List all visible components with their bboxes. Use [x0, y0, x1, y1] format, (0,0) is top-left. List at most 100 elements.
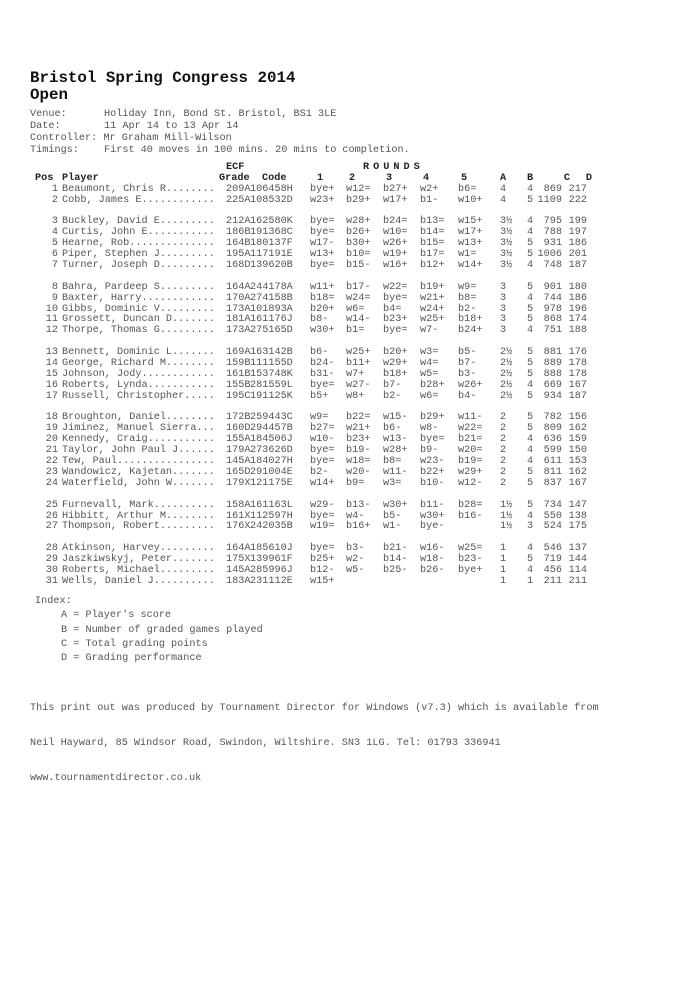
round-4-result: w30+: [420, 510, 445, 522]
grading-performance: 162: [568, 466, 587, 478]
index-item: B = Number of graded games played: [61, 624, 263, 636]
round-5-result: b5-: [458, 347, 477, 359]
round-2-result: w12=: [346, 183, 371, 195]
index-item: A = Player's score: [61, 610, 172, 622]
table-row: 25 Furnevall, Mark.......... 158A 161163L w2…: [0, 500, 680, 512]
graded-games: 4: [527, 510, 534, 522]
round-4-result: b10-: [420, 477, 445, 489]
graded-games: 5: [527, 368, 534, 380]
position: 12: [45, 325, 58, 337]
date-label: Date:: [30, 121, 61, 132]
table-row: 1 Beaumont, Chris R........ 209A 106458H bye…: [0, 183, 680, 196]
score: 3½: [500, 227, 513, 239]
round-2-result: w24=: [346, 292, 371, 304]
graded-games: 5: [527, 477, 534, 489]
position: 7: [51, 260, 58, 272]
ecf-code: 294457B: [250, 423, 293, 435]
round-2-result: w25+: [346, 347, 371, 359]
grading-points: 599: [543, 445, 562, 457]
round-2-result: b3-: [346, 543, 365, 555]
ecf-code: 121175E: [250, 477, 293, 489]
grading-points: 744: [543, 292, 562, 304]
grade: 173A: [226, 325, 251, 337]
grade: 145A: [226, 456, 251, 468]
round-1-result: bye=: [310, 456, 335, 468]
grading-points: 782: [543, 412, 562, 424]
round-1-result: bye=: [310, 260, 335, 272]
table-row: 23 Wandowicz, Kajetan....... 165D 291004E b2…: [0, 466, 680, 479]
round-3-result: w10=: [383, 227, 408, 239]
round-3-header: 3: [386, 172, 393, 184]
table-row: 17 Russell, Christopher..... 195C 191125K b5…: [0, 390, 680, 403]
code-header: Code: [262, 172, 287, 184]
round-5-result: w1=: [458, 249, 477, 261]
position: 6: [51, 249, 58, 261]
round-1-result: bye=: [310, 379, 335, 391]
round-3-result: bye=: [383, 325, 408, 337]
table-row: 4 Curtis, John E........... 186B 191368C bye…: [0, 227, 680, 239]
grading-performance: 178: [568, 358, 587, 370]
timings-value: First 40 moves in 100 mins. 20 mins to c…: [104, 145, 410, 156]
grade: 179X: [226, 477, 251, 489]
round-5-result: w17+: [458, 227, 483, 239]
grading-points: 456: [543, 564, 562, 576]
round-3-result: bye=: [383, 292, 408, 304]
round-2-result: b22=: [346, 412, 371, 424]
graded-games: 5: [527, 281, 534, 293]
round-5-result: w14+: [458, 260, 483, 272]
grading-points: 837: [543, 477, 562, 489]
grading-points: 751: [543, 325, 562, 337]
round-1-result: bye=: [310, 227, 335, 239]
ecf-code: 259443C: [250, 412, 293, 424]
round-1-result: b12-: [310, 564, 335, 576]
table-row: 14 George, Richard M........ 159B 111155D b2…: [0, 358, 680, 370]
round-2-result: w4-: [346, 510, 365, 522]
graded-games: 4: [527, 325, 534, 337]
round-3-result: w19+: [383, 249, 408, 261]
score: 4: [500, 183, 507, 195]
position: 3: [51, 216, 58, 228]
round-3-result: b4=: [383, 303, 402, 315]
round-1-result: w15+: [310, 575, 335, 587]
footer-link[interactable]: www.tournamentdirector.co.uk: [30, 773, 202, 785]
grade: 164A: [226, 281, 251, 293]
position: 26: [45, 510, 58, 522]
position: 24: [45, 477, 58, 489]
round-5-header: 5: [461, 172, 468, 184]
round-5-result: w22=: [458, 423, 483, 435]
footer-line: Neil Hayward, 85 Windsor Road, Swindon, …: [30, 737, 501, 749]
grading-points: 888: [543, 368, 562, 380]
grading-points: 1109: [537, 194, 562, 206]
round-1-result: w23+: [310, 194, 335, 206]
position: 20: [45, 434, 58, 446]
controller-line: Controller: Mr Graham Mill-Wilson: [30, 133, 232, 145]
position: 16: [45, 379, 58, 391]
table-row: 22 Tew, Paul................ 145A 184027H by…: [0, 456, 680, 468]
round-5-result: w25=: [458, 543, 483, 555]
grading-points: 811: [543, 466, 562, 478]
table-row: 18 Broughton, Daniel........ 172B 259443C w9…: [0, 413, 680, 424]
score: 2½: [500, 390, 513, 402]
score: 2½: [500, 347, 513, 359]
round-1-result: b31-: [310, 368, 335, 380]
player-name: Atkinson, Harvey.........: [62, 543, 215, 555]
player-name: Taylor, John Paul J......: [62, 445, 215, 457]
round-4-result: b1-: [420, 194, 439, 206]
table-row: 16 Roberts, Lynda........... 155B 281559L by…: [0, 379, 680, 392]
grading-points: 868: [543, 314, 562, 326]
round-2-result: b15-: [346, 260, 371, 272]
round-1-result: b24-: [310, 358, 335, 370]
round-3-result: w17+: [383, 194, 408, 206]
pos-header: Pos: [35, 172, 54, 184]
grade: 169A: [226, 347, 251, 359]
footer-line: This print out was produced by Tournamen…: [30, 702, 599, 714]
grade: 168D: [226, 260, 251, 272]
grade: 175X: [226, 554, 251, 566]
round-1-result: bye=: [310, 216, 335, 228]
round-4-result: w23-: [420, 456, 445, 468]
round-4-result: b28+: [420, 379, 445, 391]
round-1-result: w10-: [310, 434, 335, 446]
grading-performance: 156: [568, 412, 587, 424]
grading-points: 550: [543, 510, 562, 522]
grading-points: 669: [543, 379, 562, 391]
